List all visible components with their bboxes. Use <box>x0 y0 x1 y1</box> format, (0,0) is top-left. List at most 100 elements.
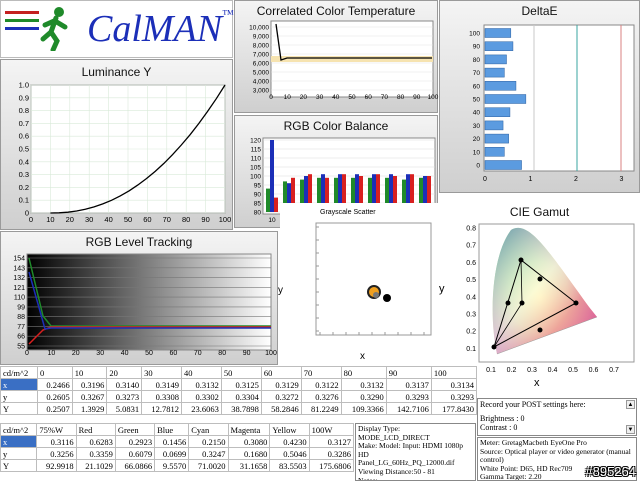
balance-bar <box>338 174 342 212</box>
table-header-cell: 40 <box>181 366 222 379</box>
y-tick-label: 66 <box>17 334 25 341</box>
y-tick-label: 0.5 <box>466 277 476 284</box>
table-header-cell: Magenta <box>227 423 271 436</box>
table-cell: 1.3929 <box>71 402 108 415</box>
table-cell: 38.7898 <box>220 402 262 415</box>
table-cell: 0.2923 <box>114 435 156 448</box>
y-tick-label: 0.4 <box>19 157 29 166</box>
scroll-up-button[interactable]: ▲ <box>626 400 635 409</box>
y-tick-label: 77 <box>17 324 25 331</box>
table-cell: 0.0699 <box>154 447 190 460</box>
table-cell: 0.3149 <box>141 378 182 391</box>
cct-panel: Correlated Color Temperature 10,000 9,000… <box>234 0 439 113</box>
table-row: Y 0.2507 1.3929 5.0831 12.7812 23.6063 38.7898… <box>0 402 478 415</box>
cct-line <box>275 23 432 61</box>
deltae-bar <box>484 120 504 131</box>
x-tick-label: 1 <box>529 176 533 183</box>
rgb-tracking-chart: 154 143 132 121 110 99 88 77 66 550 10 20 30 40 50 60 70… <box>13 253 277 357</box>
info-line: Meter: GretagMacbeth EyeOne Pro <box>480 438 587 447</box>
info-line: Source: Optical player or video generato… <box>480 446 631 465</box>
table-cell: 92.9918 <box>36 459 77 472</box>
row-label-cell[interactable]: y <box>0 447 38 460</box>
watermark: #895264 <box>585 464 636 479</box>
scroll-down-button[interactable]: ▼ <box>626 425 635 434</box>
deltae-bar <box>484 94 527 104</box>
y-tick-label: 0.8 <box>466 226 476 233</box>
y-tick-label: 80 <box>473 57 481 64</box>
deltae-bar <box>484 81 517 91</box>
logo-text: CalMAN™ <box>87 7 234 50</box>
x-tick-label: 70 <box>381 94 389 101</box>
y-tick-label: 0.4 <box>466 294 476 301</box>
logo-panel: CalMAN™ <box>0 0 234 58</box>
y-tick-label: 0 <box>476 163 480 170</box>
deltae-bar <box>484 133 509 144</box>
balance-bar <box>427 176 431 212</box>
x-tick-label: 10 <box>48 350 56 357</box>
x-tick-label: 50 <box>124 215 132 224</box>
x-tick-label: 0.2 <box>507 367 517 374</box>
y-tick-label: 0.1 <box>466 346 476 353</box>
y-tick-label: 99 <box>17 304 25 311</box>
x-tick-label: 80 <box>218 350 226 357</box>
table-cell: 0.3127 <box>308 435 355 448</box>
table-header-cell: 90 <box>385 366 432 379</box>
rgb-balance-title: RGB Color Balance <box>283 119 389 133</box>
table-cell: 0.3290 <box>340 390 387 403</box>
table-cell: 0.6283 <box>75 435 116 448</box>
x-tick-label: 2 <box>574 176 578 183</box>
row-label-cell[interactable]: Y <box>0 402 38 415</box>
cie-ylabel: y <box>439 283 445 295</box>
y-tick-label: 9,000 <box>253 34 270 41</box>
x-tick-label: 90 <box>201 215 209 224</box>
table-cell: 81.2249 <box>300 402 342 415</box>
table-cell: 71.0020 <box>188 459 229 472</box>
balance-bar <box>423 176 427 212</box>
info-line: Panel_LG_60Hz_PQ_12000.dif <box>358 458 455 468</box>
balance-bar <box>342 174 346 212</box>
x-tick-label: 20 <box>72 350 80 357</box>
table-header-cell: Yellow <box>269 423 310 436</box>
table-header-cell: 70 <box>300 366 342 379</box>
y-tick-label: 0.1 <box>19 196 29 205</box>
y-tick-label: 0.7 <box>19 119 29 128</box>
x-tick-label: 70 <box>163 215 171 224</box>
gamut-point <box>573 300 579 306</box>
y-tick-label: 0.5 <box>19 145 29 154</box>
x-tick-label: 20 <box>300 94 308 101</box>
row-label-cell[interactable]: y <box>0 390 38 403</box>
row-label-cell[interactable]: x <box>0 378 38 391</box>
table-cell: 0.3116 <box>36 435 77 448</box>
scatter-xlabel: x <box>360 351 365 362</box>
x-tick-label: 0 <box>29 215 33 224</box>
table-header-cell: 30 <box>141 366 182 379</box>
balance-bar <box>351 177 355 212</box>
scatter-title: Grayscale Scatter <box>320 209 376 216</box>
deltae-bar <box>484 67 505 78</box>
runner-icon <box>40 7 68 51</box>
x-tick-label: 10 <box>284 94 292 101</box>
table-header-cell: 100W <box>308 423 355 436</box>
deltae-bar <box>484 107 511 117</box>
y-tick-label: 4,000 <box>253 79 270 86</box>
x-tick-label: 80 <box>397 94 405 101</box>
table-cell: 0.3132 <box>340 378 387 391</box>
row-label-cell[interactable]: Y <box>0 459 38 472</box>
balance-bar <box>359 176 363 212</box>
table-cell: 175.6806 <box>308 459 355 472</box>
table-header-cell: Green <box>114 423 156 436</box>
info-line: White Point: D65, HD Rec709 <box>480 463 573 473</box>
x-tick-label: 100 <box>219 215 232 224</box>
y-tick-label: 0.7 <box>466 243 476 250</box>
row-label-cell[interactable]: x <box>0 435 38 448</box>
x-tick-label: 0.1 <box>486 367 496 374</box>
table-cell: 0.3196 <box>71 378 108 391</box>
table-cell: 0.1456 <box>154 435 190 448</box>
table-header-cell: 50 <box>220 366 262 379</box>
table-cell: 0.3359 <box>75 447 116 460</box>
table-cell: 0.1680 <box>227 447 271 460</box>
x-tick-label: 90 <box>243 350 251 357</box>
table-cell: 142.7106 <box>385 402 432 415</box>
balance-bar <box>406 174 410 212</box>
